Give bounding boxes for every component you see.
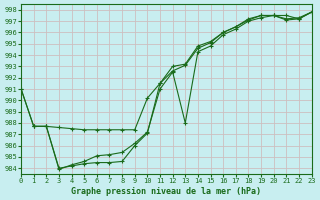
X-axis label: Graphe pression niveau de la mer (hPa): Graphe pression niveau de la mer (hPa) <box>71 187 261 196</box>
